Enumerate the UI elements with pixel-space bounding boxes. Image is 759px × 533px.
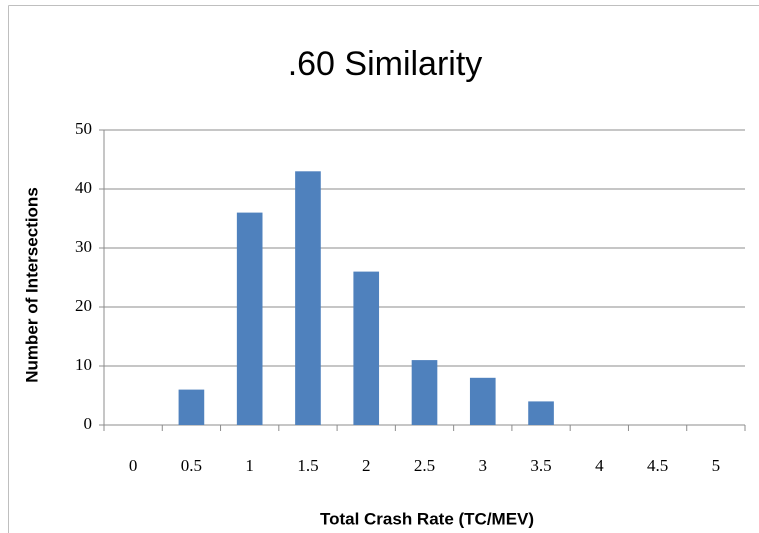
- x-tick-label: 2.5: [414, 456, 435, 475]
- x-tick-label: 2: [362, 456, 371, 475]
- bar: [411, 360, 438, 425]
- x-tick-label: 1: [245, 456, 254, 475]
- chart-title: .60 Similarity: [288, 45, 483, 83]
- x-tick-label: 3: [479, 456, 488, 475]
- x-tick-label: 5: [712, 456, 721, 475]
- y-tick-label: 10: [75, 355, 92, 374]
- x-axis-title: Total Crash Rate (TC/MEV): [320, 509, 534, 528]
- y-tick-label: 0: [84, 414, 93, 433]
- y-axis-title: Number of Intersections: [22, 187, 41, 383]
- x-tick-label: 0: [129, 456, 138, 475]
- y-tick-label: 20: [75, 296, 92, 315]
- bar: [528, 401, 554, 425]
- bar: [295, 171, 321, 425]
- x-tick-label: 3.5: [530, 456, 551, 475]
- x-tick-label: 0.5: [181, 456, 202, 475]
- y-tick-label: 40: [75, 178, 92, 197]
- y-tick-label: 50: [75, 119, 92, 138]
- bar: [236, 212, 263, 425]
- bar: [353, 271, 380, 425]
- x-tick-label: 4: [595, 456, 604, 475]
- x-tick-label: 4.5: [647, 456, 668, 475]
- x-tick-label: 1.5: [297, 456, 318, 475]
- y-tick-label: 30: [75, 237, 92, 256]
- bar: [469, 377, 496, 425]
- bar: [178, 389, 205, 425]
